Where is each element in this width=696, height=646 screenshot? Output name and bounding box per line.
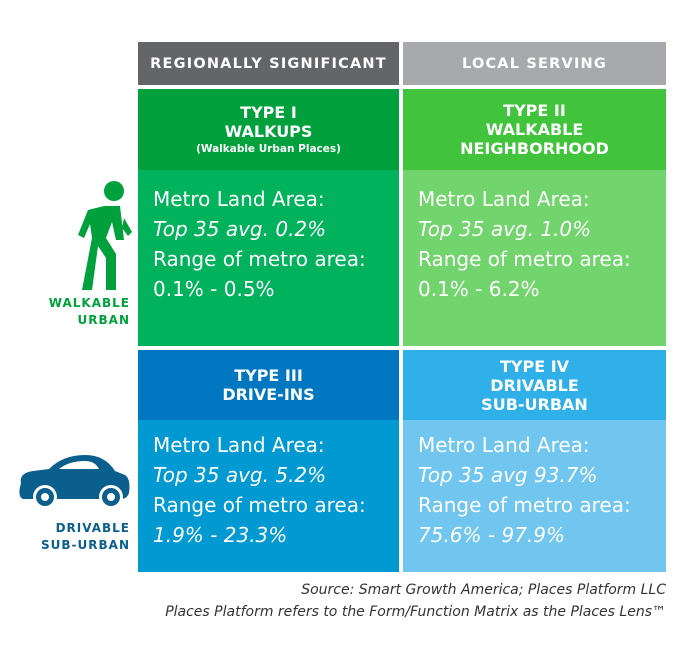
label: Range of metro area: [153,247,366,271]
places-lens-note: Places Platform refers to the Form/Funct… [165,604,666,620]
type-2-header: TYPE II WALKABLE NEIGHBORHOOD [403,89,666,170]
title: SUB-URBAN [481,394,588,414]
title: WALKABLE [485,120,584,139]
title: DRIVABLE [490,375,579,395]
pedestrian-icon [78,181,132,290]
type-3-body: Metro Land Area: Top 35 avg. 5.2% Range of… [138,420,399,572]
type-4-body: Metro Land Area: Top 35 avg 93.7% Range of… [403,420,666,572]
label: Metro Land Area: [418,187,590,211]
title: TYPE I [240,102,297,122]
type-1-body: Metro Land Area: Top 35 avg. 0.2% Range of… [138,170,399,346]
value: Top 35 avg. 1.0% [418,217,592,241]
label: Metro Land Area: [153,433,325,457]
value: Top 35 avg 93.7% [418,463,598,487]
row-label-walkable: WALKABLE URBAN [48,296,130,327]
source-note: Source: Smart Growth America; Places Pla… [301,582,666,598]
value: Top 35 avg. 5.2% [153,463,327,487]
value: 75.6% - 97.9% [418,523,566,547]
type-3-header: TYPE III DRIVE-INS [138,350,399,420]
value: 1.9% - 23.3% [153,523,288,547]
label: Metro Land Area: [153,187,325,211]
title: WALKUPS [224,121,313,141]
label: Range of metro area: [418,493,631,517]
value: 0.1% - 6.2% [418,277,540,301]
type-4-header: TYPE IV DRIVABLE SUB-URBAN [403,350,666,420]
label: Range of metro area: [418,247,631,271]
column-header-local: LOCAL SERVING [403,42,666,85]
title: TYPE III [234,366,303,385]
value: Top 35 avg. 0.2% [153,217,327,241]
title: TYPE II [503,101,566,120]
label: Range of metro area: [153,493,366,517]
label: Metro Land Area: [418,433,590,457]
car-icon [19,455,130,509]
title: TYPE IV [499,356,570,376]
column-header-regional: REGIONALLY SIGNIFICANT [138,42,399,85]
subtitle: (Walkable Urban Places) [196,142,341,155]
title: NEIGHBORHOOD [460,139,609,158]
type-1-header: TYPE I WALKUPS (Walkable Urban Places) [138,89,399,170]
value: 0.1% - 0.5% [153,277,275,301]
type-2-body: Metro Land Area: Top 35 avg. 1.0% Range of… [403,170,666,346]
row-label-drivable: DRIVABLE SUB-URBAN [41,521,130,552]
title: DRIVE-INS [222,385,315,404]
